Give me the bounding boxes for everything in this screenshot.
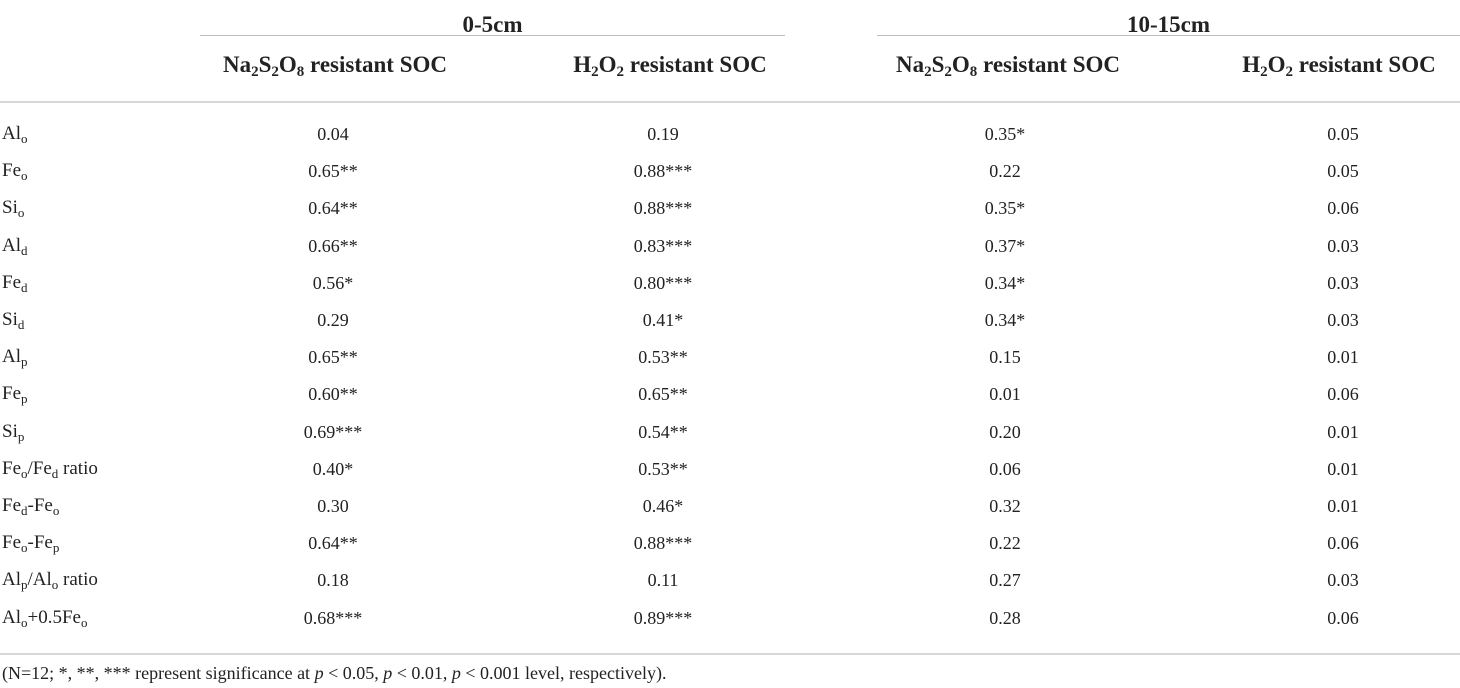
- group-header-0-5cm: 0-5cm: [462, 12, 523, 37]
- row-label: Alo: [2, 123, 28, 146]
- table-cell: 0.03: [1327, 310, 1359, 330]
- table-cell: 0.64**: [308, 533, 358, 553]
- column-header-h2o2-0-5cm: H2O2 resistant SOC: [573, 52, 767, 80]
- table-cell: 0.83***: [633, 236, 693, 256]
- row-label: Sio: [2, 197, 25, 220]
- table-cell: 0.35*: [984, 124, 1026, 144]
- table-cell: 0.60**: [308, 384, 358, 404]
- group-underline-0-5cm: [200, 35, 785, 36]
- table-cell: 0.19: [647, 124, 679, 144]
- column-header-h2o2-10-15cm: H2O2 resistant SOC: [1242, 52, 1436, 80]
- table-cell: 0.04: [317, 124, 349, 144]
- table-cell: 0.06: [989, 459, 1021, 479]
- table-cell: 0.53**: [638, 459, 688, 479]
- table-cell: 0.01: [989, 384, 1021, 404]
- table-cell: 0.88***: [633, 161, 693, 181]
- row-label: Fep: [2, 383, 28, 406]
- table-cell: 0.06: [1327, 608, 1359, 628]
- table-cell: 0.03: [1327, 273, 1359, 293]
- header-divider: [0, 101, 1460, 103]
- table-cell: 0.65**: [308, 347, 358, 367]
- table-cell: 0.68***: [303, 608, 363, 628]
- table-cell: 0.03: [1327, 236, 1359, 256]
- table-cell: 0.01: [1327, 347, 1359, 367]
- table-cell: 0.41*: [642, 310, 684, 330]
- table-cell: 0.30: [317, 496, 349, 516]
- table-cell: 0.34*: [984, 310, 1026, 330]
- table-cell: 0.32: [989, 496, 1021, 516]
- table-cell: 0.27: [989, 570, 1021, 590]
- row-label: Sip: [2, 421, 25, 444]
- row-label: Feo/Fed ratio: [2, 458, 98, 481]
- table-cell: 0.88***: [633, 198, 693, 218]
- row-label: Fed: [2, 272, 28, 295]
- table-cell: 0.53**: [638, 347, 688, 367]
- table-cell: 0.05: [1327, 124, 1359, 144]
- table-cell: 0.29: [317, 310, 349, 330]
- table-cell: 0.66**: [308, 236, 358, 256]
- table-cell: 0.88***: [633, 533, 693, 553]
- table-cell: 0.65**: [638, 384, 688, 404]
- table-cell: 0.06: [1327, 533, 1359, 553]
- row-label: Ald: [2, 235, 28, 258]
- table-cell: 0.22: [989, 161, 1021, 181]
- row-label: Feo: [2, 160, 28, 183]
- table-cell: 0.64**: [308, 198, 358, 218]
- row-label: Feo-Fep: [2, 532, 60, 555]
- table-cell: 0.22: [989, 533, 1021, 553]
- table-cell: 0.28: [989, 608, 1021, 628]
- column-header-na2s2o8-0-5cm: Na2S2O8 resistant SOC: [222, 52, 447, 80]
- table-cell: 0.06: [1327, 198, 1359, 218]
- row-label: Fed-Feo: [2, 495, 60, 518]
- table-cell: 0.01: [1327, 496, 1359, 516]
- table-cell: 0.69***: [303, 422, 363, 442]
- table-cell: 0.18: [317, 570, 349, 590]
- table-cell: 0.89***: [633, 608, 693, 628]
- table-cell: 0.20: [989, 422, 1021, 442]
- table-cell: 0.40*: [312, 459, 354, 479]
- row-label: Sid: [2, 309, 25, 332]
- table-cell: 0.05: [1327, 161, 1359, 181]
- table-cell: 0.01: [1327, 422, 1359, 442]
- table-cell: 0.34*: [984, 273, 1026, 293]
- table-cell: 0.37*: [984, 236, 1026, 256]
- table-footnote: (N=12; *, **, *** represent significance…: [2, 663, 667, 683]
- table-cell: 0.65**: [308, 161, 358, 181]
- group-underline-10-15cm: [877, 35, 1460, 36]
- table-cell: 0.06: [1327, 384, 1359, 404]
- row-label: Alo+0.5Feo: [2, 607, 88, 630]
- table-bottom-divider: [0, 653, 1460, 655]
- row-label: Alp: [2, 346, 28, 369]
- table-cell: 0.03: [1327, 570, 1359, 590]
- table-cell: 0.54**: [638, 422, 688, 442]
- table-cell: 0.01: [1327, 459, 1359, 479]
- table-cell: 0.35*: [984, 198, 1026, 218]
- group-header-10-15cm: 10-15cm: [1126, 12, 1211, 37]
- table-cell: 0.80***: [633, 273, 693, 293]
- column-header-na2s2o8-10-15cm: Na2S2O8 resistant SOC: [895, 52, 1120, 80]
- table-cell: 0.11: [647, 570, 679, 590]
- table-cell: 0.56*: [312, 273, 354, 293]
- row-label: Alp/Alo ratio: [2, 569, 98, 592]
- table-cell: 0.15: [989, 347, 1021, 367]
- table-cell: 0.46*: [642, 496, 684, 516]
